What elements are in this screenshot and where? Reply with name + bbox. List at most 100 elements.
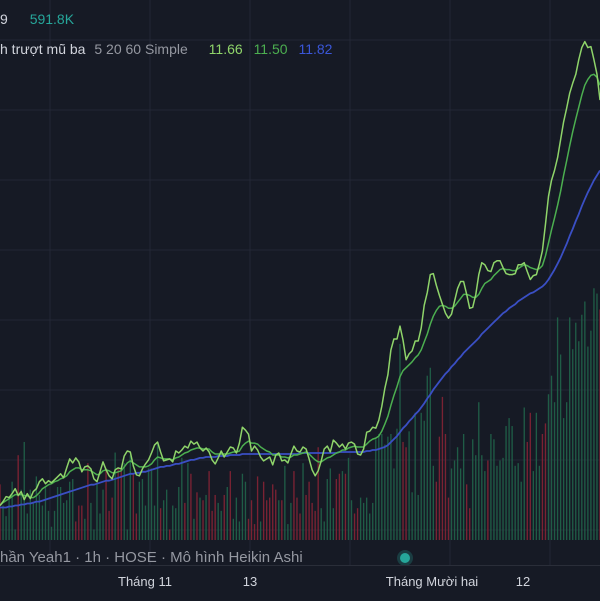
- volume-bar: [281, 500, 283, 540]
- volume-bar: [169, 529, 171, 540]
- volume-bar: [23, 441, 25, 540]
- volume-bar: [59, 487, 62, 540]
- volume-bar: [17, 455, 19, 540]
- ma-line-ma5: [0, 40, 600, 506]
- volume-bar: [575, 322, 577, 540]
- volume-bar: [126, 529, 128, 540]
- volume-bar: [590, 330, 592, 540]
- volume-bar: [172, 505, 174, 540]
- volume-bar: [405, 447, 407, 540]
- volume-bar: [456, 447, 459, 540]
- volume-bar: [547, 394, 550, 540]
- volume-bar: [138, 481, 141, 540]
- volume-bar: [441, 396, 444, 540]
- volume-bar: [256, 476, 259, 540]
- volume-bar: [53, 510, 56, 540]
- volume-bar: [335, 479, 338, 540]
- volume-bar: [453, 460, 456, 540]
- symbol-description: hần Yeah1 · 1h · HOSE · Mô hình Heikin A…: [0, 549, 303, 566]
- time-axis[interactable]: Tháng 11 13 Tháng Mười hai 12: [0, 565, 600, 601]
- volume-bar: [447, 497, 450, 540]
- volume-bar: [444, 434, 447, 540]
- volume-bar: [478, 402, 480, 540]
- volume-bar: [341, 471, 344, 540]
- volume-bar: [332, 508, 335, 540]
- volume-bar: [144, 505, 147, 540]
- volume-bar: [20, 489, 22, 540]
- volume-bar: [559, 354, 562, 540]
- volume-bar: [123, 463, 125, 540]
- volume-bar: [44, 487, 47, 540]
- volume-bar: [102, 489, 104, 540]
- volume-bar: [323, 521, 325, 540]
- volume-bar: [178, 487, 180, 540]
- volume-bar: [75, 521, 77, 540]
- ma-line-ma20: [0, 73, 600, 507]
- volume-bar: [108, 510, 110, 540]
- volume-bar: [253, 524, 256, 540]
- price-chart[interactable]: [0, 0, 600, 565]
- volume-bar: [232, 518, 235, 540]
- volume-bar: [159, 508, 162, 540]
- volume-bar: [226, 487, 228, 540]
- volume-bar: [484, 471, 486, 540]
- market-status-icon: [400, 553, 410, 563]
- volume-bar: [99, 513, 101, 540]
- volume-bar: [311, 502, 313, 540]
- ma-legend[interactable]: h trượt mũ ba 5 20 60 Simple 11.66 11.50…: [0, 41, 332, 57]
- volume-bar: [432, 465, 435, 540]
- volume-bar: [305, 494, 307, 540]
- volume-bar: [299, 513, 301, 540]
- volume-bar: [505, 426, 507, 540]
- volume-bar: [238, 521, 241, 540]
- volume-bar: [8, 497, 10, 540]
- volume-bar: [532, 471, 535, 540]
- volume-bar: [205, 494, 207, 540]
- volume-bar: [211, 510, 213, 540]
- volume-bar: [275, 489, 277, 540]
- volume-bar: [14, 529, 16, 540]
- volume-bar: [50, 526, 53, 540]
- volume-bar: [372, 502, 374, 540]
- volume-bar: [272, 484, 274, 540]
- volume-bar: [587, 346, 589, 540]
- volume-bar: [562, 418, 565, 540]
- volume-bar: [5, 516, 7, 540]
- volume-bar: [165, 489, 168, 540]
- volume-bar: [175, 508, 177, 540]
- volume-bar: [417, 494, 419, 540]
- volume-bar: [308, 481, 310, 540]
- volume-legend[interactable]: 9 591.8K: [0, 11, 74, 27]
- volume-bar: [375, 439, 377, 540]
- volume-bar: [184, 502, 186, 540]
- volume-bar: [523, 407, 525, 540]
- volume-bar: [320, 508, 322, 540]
- volume-bar: [202, 500, 204, 540]
- volume-bar: [190, 473, 192, 540]
- volume-bar: [378, 434, 380, 540]
- volume-bar: [265, 500, 268, 540]
- volume-legend-value: 591.8K: [29, 11, 75, 27]
- volume-bar: [90, 502, 92, 540]
- volume-bar: [544, 423, 547, 540]
- volume-bar: [535, 412, 538, 540]
- volume-bar: [38, 494, 41, 540]
- volume-bar: [329, 468, 331, 540]
- volume-bar: [369, 513, 371, 540]
- volume-bar: [32, 502, 35, 540]
- volume-bar: [538, 465, 541, 540]
- volume-bar: [259, 521, 262, 540]
- volume-bar: [65, 500, 68, 540]
- time-tick: 12: [515, 574, 531, 589]
- volume-bar: [117, 468, 119, 540]
- volume-bar: [508, 418, 510, 540]
- volume-bar: [93, 529, 95, 540]
- volume-bar: [338, 473, 341, 540]
- volume-bar: [493, 439, 495, 540]
- volume-bar: [520, 481, 522, 540]
- volume-bar: [381, 434, 383, 540]
- volume-bar: [314, 510, 316, 540]
- volume-bar: [529, 412, 531, 540]
- volume-bar: [132, 473, 135, 540]
- volume-bar: [423, 420, 425, 540]
